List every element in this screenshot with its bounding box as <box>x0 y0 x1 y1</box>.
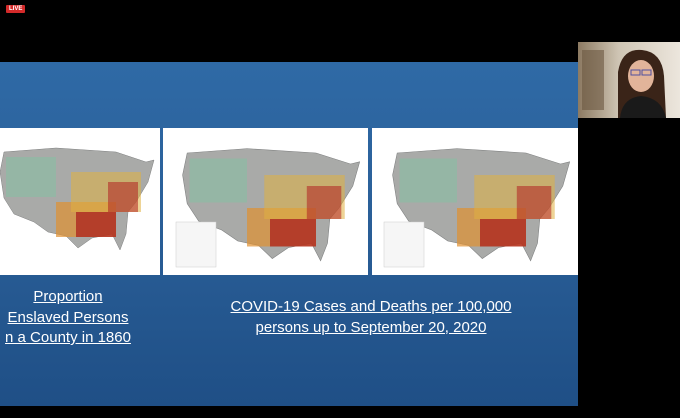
right-caption: COVID-19 Cases and Deaths per 100,000 pe… <box>211 297 531 338</box>
map-legend <box>175 221 217 268</box>
caption-line: Proportion <box>33 288 103 305</box>
caption-line: persons up to September 20, 2020 <box>255 318 487 336</box>
map-legend <box>383 221 425 268</box>
live-badge: LIVE <box>6 5 26 13</box>
caption-line: Enslaved Persons <box>7 308 129 326</box>
slide: Proportion Enslaved Persons n a County i… <box>0 62 578 406</box>
webcam-figure <box>582 49 666 118</box>
maps <box>0 128 578 275</box>
caption-line: COVID-19 Cases and Deaths per 100,000 <box>230 298 512 315</box>
webcam-video <box>578 42 680 118</box>
left-caption: Proportion Enslaved Persons n a County i… <box>0 287 148 349</box>
caption-line: n a County in 1860 <box>5 329 131 346</box>
